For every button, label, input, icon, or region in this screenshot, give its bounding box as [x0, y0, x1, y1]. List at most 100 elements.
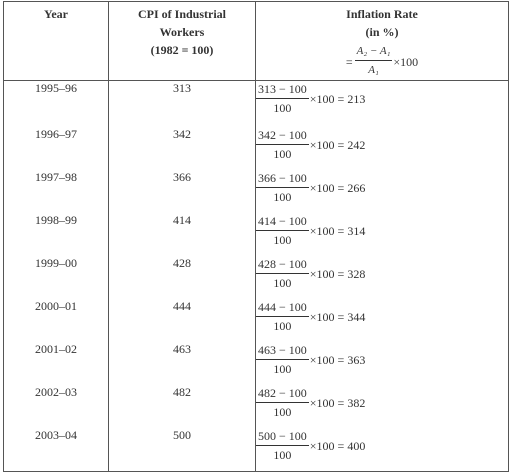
inflation-fraction: 342 − 100 100 — [256, 127, 309, 164]
year-cell: 1999–00 — [3, 256, 109, 299]
inflation-expression: 482 − 100 100 ×100 = 382 — [256, 385, 365, 422]
inflation-result: ×100 = 266 — [309, 181, 366, 195]
year-cell: 2002–03 — [3, 385, 109, 428]
inflation-cell: 444 − 100 100 ×100 = 344 — [255, 299, 509, 342]
year-cell: 1996–97 — [3, 127, 109, 170]
inflation-cell: 428 − 100 100 ×100 = 328 — [255, 256, 509, 299]
formula-fraction: A₂ − A₁ A₁ — [354, 43, 393, 80]
table-row: 1999–00 428 428 − 100 100 ×100 = 328 — [3, 256, 509, 299]
inflation-result: ×100 = 344 — [309, 310, 366, 324]
inflation-header-line-1: Inflation Rate — [346, 7, 418, 21]
fraction-numerator: 463 − 100 — [256, 342, 309, 360]
cpi-cell: 428 — [108, 256, 256, 299]
formula-equals: = — [345, 54, 353, 69]
table-header: Year CPI of Industrial Workers (1982 = 1… — [3, 1, 509, 81]
table-row: 1995–96 313 313 − 100 100 ×100 = 213 — [3, 80, 509, 127]
inflation-cell: 463 − 100 100 ×100 = 363 — [255, 342, 509, 385]
inflation-header: Inflation Rate (in %) = A₂ − A₁ A₁ ×100 — [255, 1, 509, 81]
cpi-header-line-1: CPI of Industrial — [137, 7, 226, 21]
fraction-denominator: 100 — [273, 147, 292, 161]
inflation-fraction: 313 − 100 100 — [256, 81, 309, 118]
cpi-header-line-2: Workers — [159, 25, 205, 39]
table-row: 1998–99 414 414 − 100 100 ×100 = 314 — [3, 213, 509, 256]
cpi-cell: 366 — [108, 170, 256, 213]
inflation-fraction: 444 − 100 100 — [256, 299, 309, 336]
fraction-numerator: 500 − 100 — [256, 428, 309, 446]
fraction-numerator: 313 − 100 — [256, 81, 309, 99]
fraction-denominator: 100 — [273, 362, 292, 376]
cpi-cell: 313 — [108, 80, 256, 127]
inflation-table: Year CPI of Industrial Workers (1982 = 1… — [3, 1, 509, 472]
inflation-fraction: 500 − 100 100 — [256, 428, 309, 465]
cpi-cell: 444 — [108, 299, 256, 342]
inflation-expression: 414 − 100 100 ×100 = 314 — [256, 213, 365, 250]
inflation-cell: 500 − 100 100 ×100 = 400 — [255, 428, 509, 472]
inflation-expression: 463 − 100 100 ×100 = 363 — [256, 342, 365, 379]
inflation-result: ×100 = 213 — [309, 92, 366, 106]
fraction-numerator: 366 − 100 — [256, 170, 309, 188]
year-header: Year — [3, 1, 109, 81]
fraction-numerator: 444 − 100 — [256, 299, 309, 317]
fraction-numerator: 428 − 100 — [256, 256, 309, 274]
table-row: 2002–03 482 482 − 100 100 ×100 = 382 — [3, 385, 509, 428]
inflation-result: ×100 = 314 — [309, 224, 366, 238]
inflation-fraction: 428 − 100 100 — [256, 256, 309, 293]
inflation-expression: 366 − 100 100 ×100 = 266 — [256, 170, 365, 207]
inflation-result: ×100 = 242 — [309, 138, 366, 152]
formula-numerator: A₂ − A₁ — [354, 43, 393, 61]
table-row: 1997–98 366 366 − 100 100 ×100 = 266 — [3, 170, 509, 213]
inflation-expression: 342 − 100 100 ×100 = 242 — [256, 127, 365, 164]
fraction-denominator: 100 — [273, 448, 292, 462]
inflation-result: ×100 = 382 — [309, 396, 366, 410]
inflation-cell: 342 − 100 100 ×100 = 242 — [255, 127, 509, 170]
fraction-denominator: 100 — [273, 233, 292, 247]
cpi-cell: 482 — [108, 385, 256, 428]
table-body: 1995–96 313 313 − 100 100 ×100 = 213 199… — [3, 80, 509, 472]
year-header-label: Year — [44, 7, 68, 21]
inflation-fraction: 366 − 100 100 — [256, 170, 309, 207]
fraction-denominator: 100 — [273, 190, 292, 204]
table-row: 1996–97 342 342 − 100 100 ×100 = 242 — [3, 127, 509, 170]
inflation-expression: 500 − 100 100 ×100 = 400 — [256, 428, 365, 465]
inflation-cell: 482 − 100 100 ×100 = 382 — [255, 385, 509, 428]
table-row: 2000–01 444 444 − 100 100 ×100 = 344 — [3, 299, 509, 342]
table-row: 2001–02 463 463 − 100 100 ×100 = 363 — [3, 342, 509, 385]
inflation-fraction: 414 − 100 100 — [256, 213, 309, 250]
year-cell: 1998–99 — [3, 213, 109, 256]
formula-denominator: A₁ — [368, 64, 379, 76]
inflation-cell: 313 − 100 100 ×100 = 213 — [255, 80, 509, 127]
inflation-expression: 444 − 100 100 ×100 = 344 — [256, 299, 365, 336]
cpi-cell: 342 — [108, 127, 256, 170]
inflation-header-line-2: (in %) — [365, 25, 399, 39]
formula-multiplier: ×100 — [393, 54, 419, 69]
year-cell: 1995–96 — [3, 80, 109, 127]
fraction-denominator: 100 — [273, 101, 292, 115]
fraction-numerator: 342 − 100 — [256, 127, 309, 145]
year-cell: 2000–01 — [3, 299, 109, 342]
inflation-expression: 428 − 100 100 ×100 = 328 — [256, 256, 365, 293]
cpi-cell: 463 — [108, 342, 256, 385]
cpi-header: CPI of Industrial Workers (1982 = 100) — [108, 1, 256, 81]
fraction-numerator: 482 − 100 — [256, 385, 309, 403]
inflation-cell: 366 − 100 100 ×100 = 266 — [255, 170, 509, 213]
cpi-header-line-3: (1982 = 100) — [150, 43, 214, 57]
year-cell: 2001–02 — [3, 342, 109, 385]
cpi-cell: 414 — [108, 213, 256, 256]
table-row: 2003–04 500 500 − 100 100 ×100 = 400 — [3, 428, 509, 472]
inflation-result: ×100 = 328 — [309, 267, 366, 281]
inflation-expression: 313 − 100 100 ×100 = 213 — [256, 81, 365, 118]
inflation-fraction: 482 − 100 100 — [256, 385, 309, 422]
fraction-denominator: 100 — [273, 276, 292, 290]
inflation-cell: 414 − 100 100 ×100 = 314 — [255, 213, 509, 256]
inflation-result: ×100 = 363 — [309, 353, 366, 367]
inflation-fraction: 463 − 100 100 — [256, 342, 309, 379]
year-cell: 1997–98 — [3, 170, 109, 213]
fraction-denominator: 100 — [273, 319, 292, 333]
fraction-denominator: 100 — [273, 405, 292, 419]
cpi-cell: 500 — [108, 428, 256, 472]
inflation-formula: = A₂ − A₁ A₁ ×100 — [346, 43, 418, 80]
fraction-numerator: 414 − 100 — [256, 213, 309, 231]
year-cell: 2003–04 — [3, 428, 109, 472]
header-row: Year CPI of Industrial Workers (1982 = 1… — [3, 1, 509, 81]
inflation-result: ×100 = 400 — [309, 439, 366, 453]
